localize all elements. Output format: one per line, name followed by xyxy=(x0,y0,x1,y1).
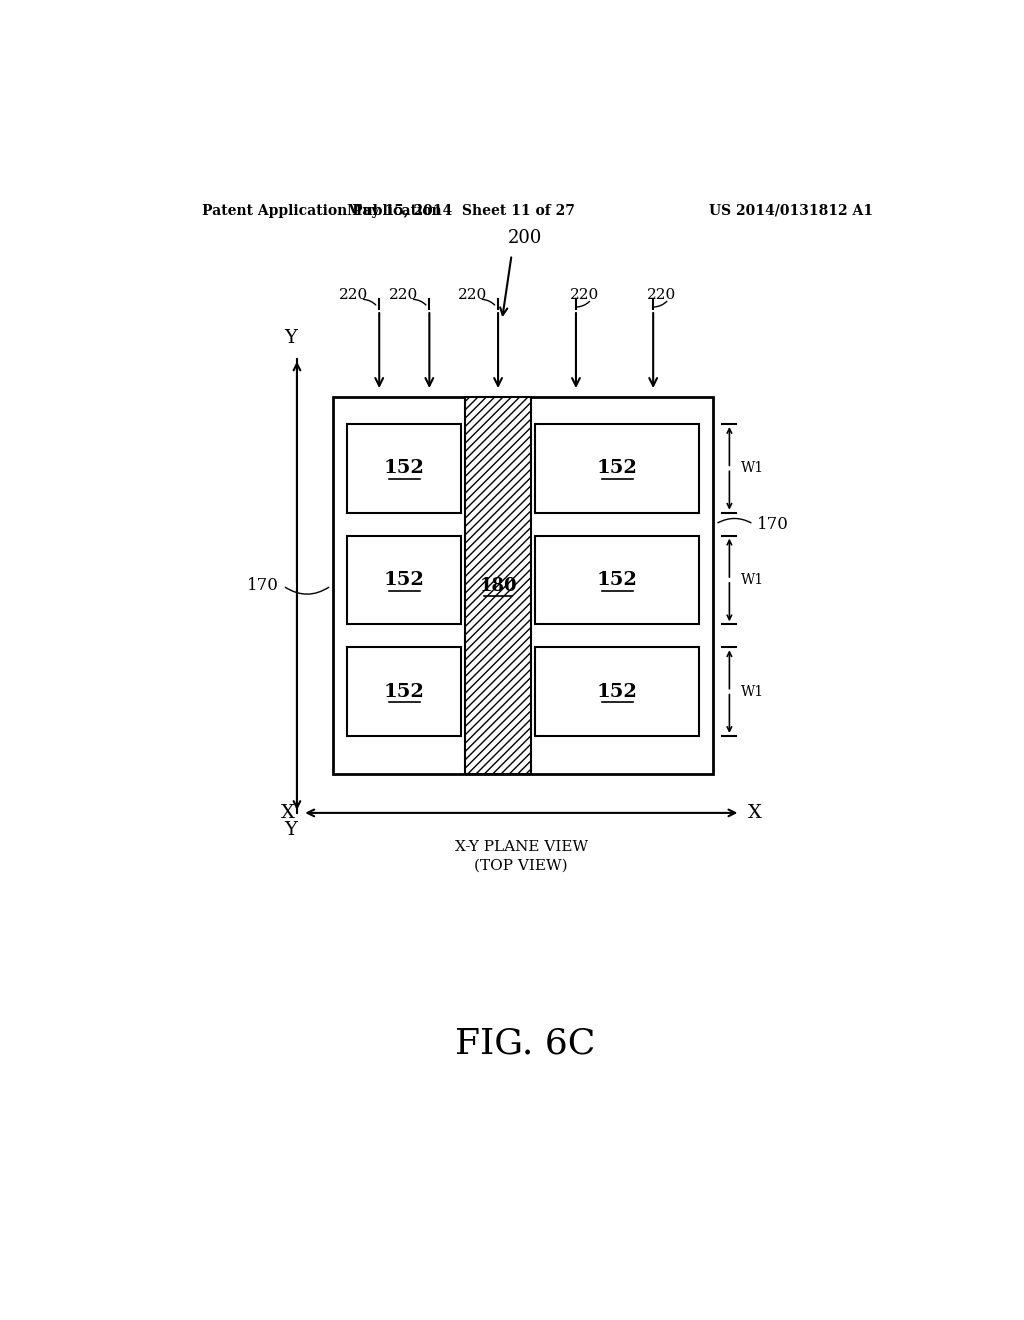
Bar xyxy=(347,424,461,512)
Text: X: X xyxy=(748,804,762,822)
Bar xyxy=(535,536,699,624)
Text: 170: 170 xyxy=(247,577,280,594)
Text: Patent Application Publication: Patent Application Publication xyxy=(202,203,441,218)
Text: 152: 152 xyxy=(597,682,638,701)
Text: 170: 170 xyxy=(758,516,790,533)
Text: 152: 152 xyxy=(384,682,425,701)
Text: 180: 180 xyxy=(479,577,517,595)
Bar xyxy=(465,397,531,775)
Text: X: X xyxy=(281,804,295,822)
Text: 152: 152 xyxy=(384,459,425,478)
Text: May 15, 2014  Sheet 11 of 27: May 15, 2014 Sheet 11 of 27 xyxy=(347,203,575,218)
Text: W1: W1 xyxy=(741,685,764,698)
Text: 152: 152 xyxy=(597,572,638,589)
Text: 220: 220 xyxy=(569,288,599,302)
Bar xyxy=(334,397,713,775)
Text: X-Y PLANE VIEW: X-Y PLANE VIEW xyxy=(455,840,588,854)
Bar xyxy=(347,536,461,624)
Text: FIG. 6C: FIG. 6C xyxy=(455,1027,595,1061)
Text: 200: 200 xyxy=(508,228,542,247)
Bar xyxy=(347,647,461,737)
Text: US 2014/0131812 A1: US 2014/0131812 A1 xyxy=(710,203,873,218)
Text: 152: 152 xyxy=(597,459,638,478)
Text: Y: Y xyxy=(285,821,297,838)
Text: 220: 220 xyxy=(647,288,676,302)
Text: W1: W1 xyxy=(741,573,764,587)
Text: 220: 220 xyxy=(389,288,418,302)
Text: 220: 220 xyxy=(339,288,369,302)
Bar xyxy=(535,647,699,737)
Text: W1: W1 xyxy=(741,461,764,475)
Text: 152: 152 xyxy=(384,572,425,589)
Text: Y: Y xyxy=(285,329,297,347)
Bar xyxy=(535,424,699,512)
Text: (TOP VIEW): (TOP VIEW) xyxy=(474,859,568,873)
Text: 220: 220 xyxy=(458,288,487,302)
